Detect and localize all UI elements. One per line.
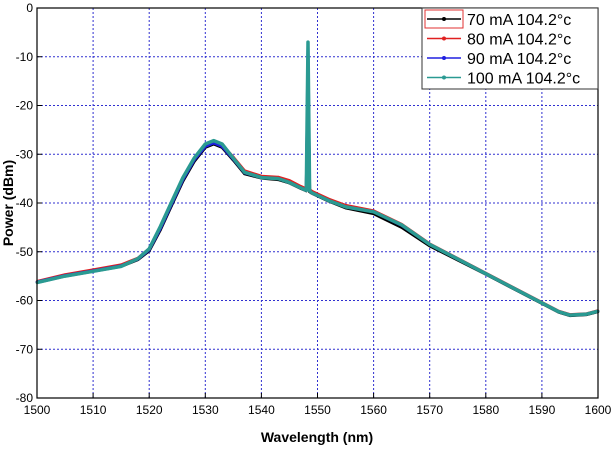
y-tick-label: -50 bbox=[16, 245, 34, 259]
data-point bbox=[276, 177, 280, 180]
legend-marker-icon bbox=[442, 56, 446, 60]
legend: 70 mA 104.2°c 80 mA 104.2°c 90 mA 104.2°c 1… bbox=[421, 7, 599, 90]
data-point bbox=[484, 272, 488, 275]
x-tick-label: 1590 bbox=[529, 403, 556, 417]
legend-label: 70 mA 104.2°c bbox=[467, 12, 571, 29]
data-point bbox=[306, 40, 310, 44]
data-point bbox=[456, 257, 460, 261]
y-tick-label: -40 bbox=[16, 196, 34, 210]
legend-marker-icon bbox=[442, 75, 446, 80]
data-point bbox=[136, 257, 140, 260]
data-point bbox=[327, 199, 331, 202]
y-tick-label: -70 bbox=[16, 342, 34, 356]
legend-label: 100 mA 104.2°c bbox=[467, 71, 580, 88]
data-point bbox=[308, 189, 311, 193]
legend-highlight bbox=[424, 9, 464, 29]
data-point bbox=[512, 287, 516, 290]
legend-marker-icon bbox=[442, 17, 446, 21]
data-point bbox=[212, 139, 216, 142]
x-tick-label: 1580 bbox=[472, 403, 499, 417]
data-point bbox=[585, 312, 589, 316]
data-point bbox=[288, 181, 291, 184]
data-point bbox=[557, 310, 561, 314]
y-tick-label: -30 bbox=[16, 147, 34, 161]
data-point bbox=[119, 265, 123, 268]
data-point bbox=[400, 223, 403, 227]
data-point bbox=[159, 225, 162, 228]
data-point bbox=[147, 247, 151, 251]
data-point bbox=[232, 156, 235, 160]
y-axis-label: Power (dBm) bbox=[0, 160, 16, 246]
data-point bbox=[192, 156, 196, 160]
x-axis-label: Wavelength (nm) bbox=[261, 429, 373, 445]
data-point bbox=[243, 170, 246, 174]
data-point bbox=[63, 274, 67, 278]
x-tick-label: 1510 bbox=[80, 403, 107, 417]
data-point bbox=[260, 176, 263, 179]
series-line-100ma bbox=[36, 40, 599, 317]
series-line-70ma bbox=[36, 65, 599, 318]
data-point bbox=[304, 189, 308, 192]
x-tick-label: 1570 bbox=[416, 403, 443, 417]
legend-marker-icon bbox=[442, 36, 446, 41]
data-point bbox=[220, 142, 224, 146]
y-tick-label: -80 bbox=[16, 391, 34, 405]
data-point bbox=[372, 210, 375, 214]
data-point bbox=[310, 191, 314, 195]
data-point bbox=[428, 243, 432, 246]
x-tick-label: 1520 bbox=[136, 403, 163, 417]
data-point bbox=[344, 205, 347, 209]
data-point bbox=[91, 269, 95, 273]
x-tick-label: 1500 bbox=[24, 403, 51, 417]
data-point bbox=[181, 176, 185, 179]
y-tick-label: -10 bbox=[16, 50, 34, 64]
y-tick-label: 0 bbox=[26, 1, 33, 15]
legend-label: 90 mA 104.2°c bbox=[467, 51, 571, 68]
y-tick-label: -60 bbox=[16, 294, 34, 308]
x-tick-label: 1600 bbox=[585, 403, 612, 417]
x-tick-label: 1550 bbox=[304, 403, 331, 417]
data-point bbox=[299, 186, 302, 190]
y-tick-label: -20 bbox=[16, 99, 34, 113]
data-point bbox=[540, 301, 544, 305]
x-tick-label: 1560 bbox=[360, 403, 387, 417]
data-point bbox=[204, 142, 207, 146]
data-point bbox=[568, 313, 572, 317]
data-point bbox=[170, 200, 173, 204]
x-tick-label: 1530 bbox=[192, 403, 219, 417]
legend-label: 80 mA 104.2°c bbox=[467, 32, 571, 49]
x-tick-label: 1540 bbox=[248, 403, 275, 417]
